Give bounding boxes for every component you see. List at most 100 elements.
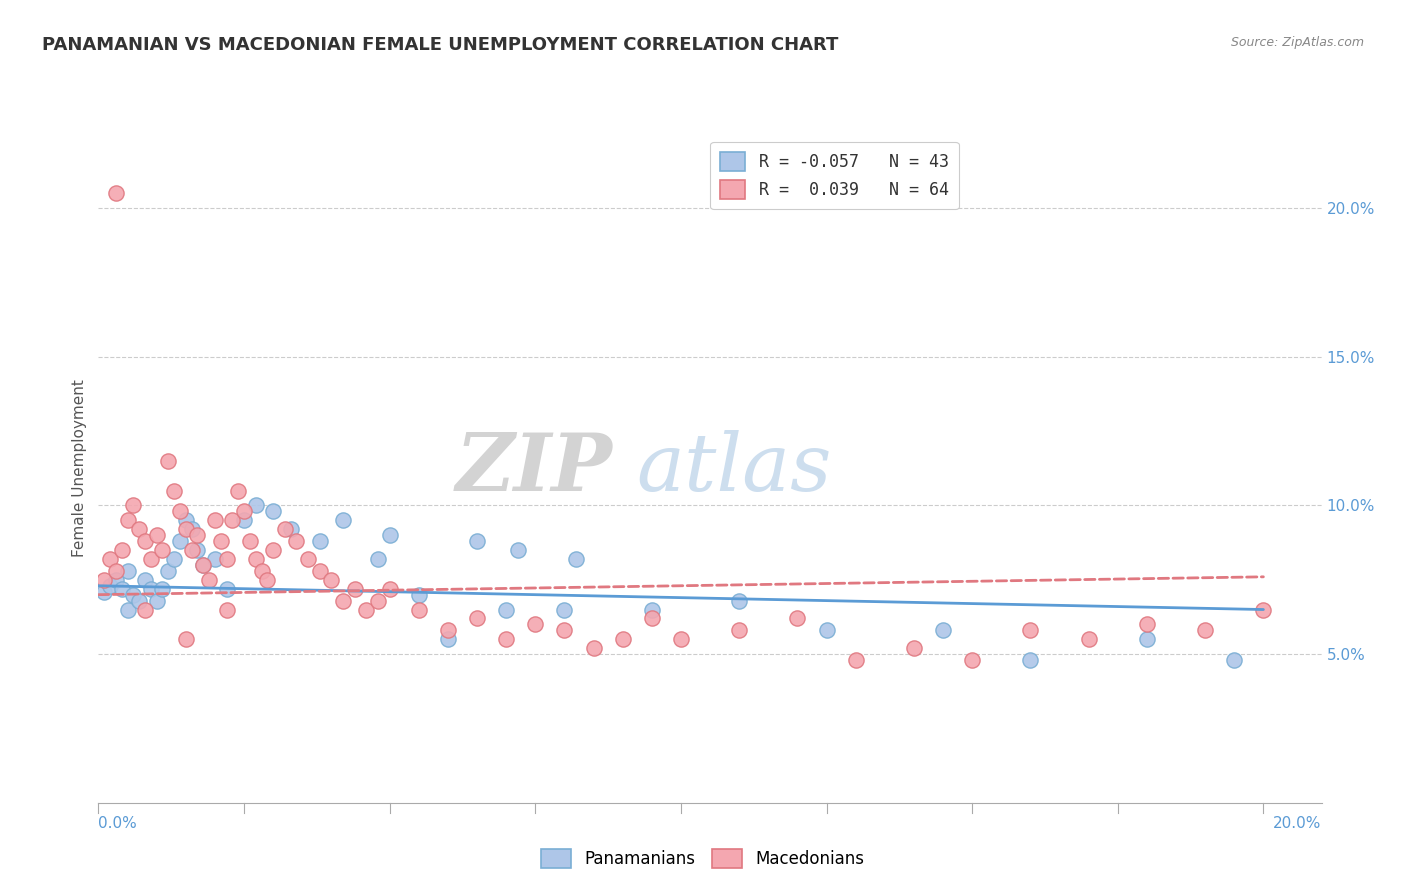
- Point: [932, 624, 955, 638]
- Point: [274, 522, 297, 536]
- Point: [308, 564, 330, 578]
- Point: [1136, 617, 1159, 632]
- Point: [297, 552, 319, 566]
- Point: [104, 564, 127, 578]
- Point: [117, 564, 139, 578]
- Point: [553, 624, 575, 638]
- Point: [174, 513, 197, 527]
- Point: [215, 552, 238, 566]
- Point: [169, 534, 191, 549]
- Point: [145, 528, 167, 542]
- Point: [308, 534, 330, 549]
- Point: [122, 499, 145, 513]
- Point: [1019, 624, 1042, 638]
- Point: [256, 573, 278, 587]
- Point: [524, 617, 547, 632]
- Point: [163, 483, 186, 498]
- Point: [786, 611, 808, 625]
- Point: [128, 593, 150, 607]
- Legend: Panamanians, Macedonians: Panamanians, Macedonians: [534, 842, 872, 875]
- Point: [152, 582, 174, 596]
- Point: [262, 504, 284, 518]
- Point: [233, 513, 256, 527]
- Point: [728, 593, 751, 607]
- Point: [378, 528, 401, 542]
- Point: [215, 582, 238, 596]
- Point: [174, 632, 197, 647]
- Point: [215, 602, 238, 616]
- Point: [669, 632, 692, 647]
- Legend: R = -0.057   N = 43, R =  0.039   N = 64: R = -0.057 N = 43, R = 0.039 N = 64: [710, 142, 959, 209]
- Point: [139, 552, 162, 566]
- Point: [239, 534, 262, 549]
- Point: [180, 543, 202, 558]
- Point: [495, 632, 517, 647]
- Text: 0.0%: 0.0%: [98, 816, 138, 831]
- Point: [186, 528, 208, 542]
- Point: [1136, 632, 1159, 647]
- Point: [582, 641, 605, 656]
- Point: [437, 624, 460, 638]
- Point: [93, 573, 115, 587]
- Point: [553, 602, 575, 616]
- Point: [815, 624, 838, 638]
- Point: [565, 552, 588, 566]
- Point: [641, 602, 664, 616]
- Point: [186, 543, 208, 558]
- Point: [117, 602, 139, 616]
- Point: [221, 513, 243, 527]
- Point: [378, 582, 401, 596]
- Point: [204, 552, 226, 566]
- Point: [367, 593, 389, 607]
- Point: [233, 504, 256, 518]
- Point: [245, 499, 267, 513]
- Point: [641, 611, 664, 625]
- Y-axis label: Female Unemployment: Female Unemployment: [72, 379, 87, 558]
- Point: [1194, 624, 1216, 638]
- Point: [612, 632, 634, 647]
- Point: [465, 611, 488, 625]
- Point: [145, 593, 167, 607]
- Text: Source: ZipAtlas.com: Source: ZipAtlas.com: [1230, 36, 1364, 49]
- Point: [193, 558, 215, 572]
- Point: [960, 653, 983, 667]
- Point: [506, 543, 529, 558]
- Point: [226, 483, 249, 498]
- Point: [245, 552, 267, 566]
- Point: [903, 641, 925, 656]
- Point: [845, 653, 868, 667]
- Point: [134, 573, 156, 587]
- Point: [134, 534, 156, 549]
- Point: [152, 543, 174, 558]
- Text: 20.0%: 20.0%: [1274, 816, 1322, 831]
- Point: [1019, 653, 1042, 667]
- Point: [367, 552, 389, 566]
- Point: [356, 602, 378, 616]
- Point: [98, 552, 121, 566]
- Point: [128, 522, 150, 536]
- Point: [104, 186, 127, 201]
- Point: [98, 579, 121, 593]
- Point: [728, 624, 751, 638]
- Point: [343, 582, 366, 596]
- Point: [204, 513, 226, 527]
- Point: [104, 573, 127, 587]
- Point: [193, 558, 215, 572]
- Point: [157, 564, 180, 578]
- Point: [198, 573, 221, 587]
- Point: [209, 534, 232, 549]
- Point: [157, 454, 180, 468]
- Point: [285, 534, 308, 549]
- Point: [1077, 632, 1099, 647]
- Point: [408, 588, 430, 602]
- Point: [280, 522, 302, 536]
- Point: [321, 573, 343, 587]
- Point: [465, 534, 488, 549]
- Text: ZIP: ZIP: [456, 430, 612, 507]
- Point: [180, 522, 202, 536]
- Point: [495, 602, 517, 616]
- Point: [111, 582, 134, 596]
- Point: [437, 632, 460, 647]
- Point: [93, 584, 115, 599]
- Point: [1253, 602, 1275, 616]
